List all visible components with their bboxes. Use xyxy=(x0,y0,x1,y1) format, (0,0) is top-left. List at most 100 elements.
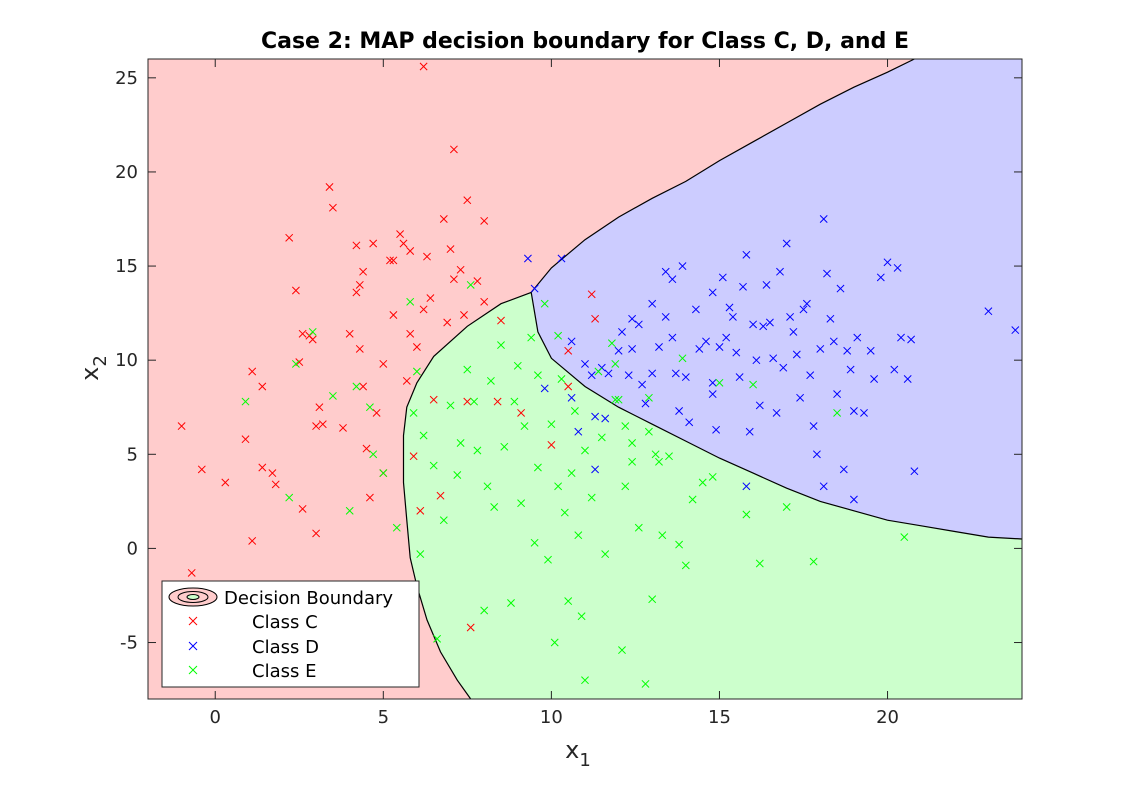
point-class-e xyxy=(463,365,472,374)
x-tick-label: 0 xyxy=(210,707,221,728)
point-class-e xyxy=(544,555,552,564)
point-class-e xyxy=(628,439,637,447)
point-class-e xyxy=(581,446,589,455)
point-class-e xyxy=(641,679,650,688)
point-class-d xyxy=(812,450,821,459)
legend-item-class-d: Class D xyxy=(188,637,319,658)
point-class-d xyxy=(567,337,576,346)
legend-label-class-e: Class E xyxy=(252,661,316,682)
point-class-e xyxy=(614,395,623,404)
boundary-swatch-inner xyxy=(186,594,200,600)
point-class-d xyxy=(860,408,868,417)
point-class-d xyxy=(870,375,879,383)
point-class-d xyxy=(765,318,774,327)
point-class-e xyxy=(470,397,479,406)
x-tick-label: 20 xyxy=(876,707,899,728)
point-class-c xyxy=(460,311,468,319)
point-class-c xyxy=(325,183,334,191)
point-class-d xyxy=(839,465,848,474)
point-class-d xyxy=(614,346,623,355)
point-class-c xyxy=(298,504,307,513)
point-class-c xyxy=(446,245,455,254)
point-class-c xyxy=(362,444,371,453)
point-class-d xyxy=(655,343,663,351)
point-class-e xyxy=(557,375,566,383)
point-class-e xyxy=(658,531,667,540)
point-class-e xyxy=(601,550,610,559)
point-class-d xyxy=(789,327,798,336)
point-class-c xyxy=(564,346,573,355)
point-class-e xyxy=(665,452,673,461)
point-class-d xyxy=(638,380,647,389)
point-class-e xyxy=(749,380,758,389)
point-class-d xyxy=(691,305,700,314)
legend-item-decision-boundary: Decision Boundary xyxy=(168,587,393,609)
point-class-e xyxy=(833,408,842,417)
point-class-e xyxy=(345,506,354,515)
point-class-c xyxy=(328,203,337,212)
point-class-e xyxy=(611,395,620,404)
point-class-e xyxy=(742,510,751,519)
x-tick-label: 10 xyxy=(540,707,563,728)
point-class-d xyxy=(618,327,626,336)
y-tick-label: 15 xyxy=(115,256,138,277)
point-class-d xyxy=(624,371,633,380)
point-class-d xyxy=(806,371,815,380)
point-class-c xyxy=(473,277,482,286)
y-tick-label: 10 xyxy=(115,350,138,371)
point-class-d xyxy=(893,263,902,272)
point-class-c xyxy=(423,252,431,261)
point-class-d xyxy=(849,495,858,504)
point-class-d xyxy=(742,482,751,491)
point-class-d xyxy=(742,250,751,259)
point-class-e xyxy=(352,382,361,391)
point-class-d xyxy=(749,320,758,329)
point-class-d xyxy=(661,267,670,276)
point-class-d xyxy=(678,262,687,271)
point-class-e xyxy=(513,361,522,370)
point-class-e xyxy=(412,367,421,376)
x-axis: 0 5 10 15 20 xyxy=(210,59,899,728)
point-class-c xyxy=(372,408,381,417)
point-class-e xyxy=(439,516,448,525)
point-class-c xyxy=(359,382,368,391)
point-class-e xyxy=(755,559,764,568)
point-class-d xyxy=(557,254,566,263)
point-class-e xyxy=(567,469,576,478)
point-class-c xyxy=(466,623,475,632)
point-class-c xyxy=(547,440,556,449)
point-class-e xyxy=(628,457,637,466)
point-class-e xyxy=(453,471,462,479)
point-class-d xyxy=(876,273,885,282)
point-class-e xyxy=(648,595,657,604)
y-tick-label: 5 xyxy=(127,444,138,465)
point-class-d xyxy=(816,344,825,353)
point-class-e xyxy=(681,561,690,570)
point-class-d xyxy=(530,284,539,293)
region-class-d xyxy=(531,59,1022,539)
point-class-d xyxy=(715,343,724,351)
point-class-c xyxy=(449,275,458,284)
point-class-d xyxy=(897,333,905,342)
point-class-c xyxy=(463,397,472,406)
point-class-e xyxy=(328,391,337,400)
point-class-c xyxy=(271,480,280,489)
point-class-e xyxy=(480,606,489,615)
point-class-c xyxy=(439,215,448,223)
point-class-e xyxy=(698,478,707,487)
legend-marker-class-e xyxy=(188,665,198,675)
point-class-c xyxy=(389,256,398,265)
point-class-d xyxy=(739,282,747,291)
point-class-e xyxy=(547,420,556,429)
point-class-d xyxy=(826,314,835,323)
point-class-e xyxy=(581,676,589,685)
legend-label-class-c: Class C xyxy=(252,612,318,633)
point-class-e xyxy=(560,508,569,517)
point-class-c xyxy=(409,452,418,461)
point-class-c xyxy=(248,536,257,545)
x-axis-label: x1 xyxy=(565,736,591,771)
point-class-d xyxy=(708,288,717,297)
point-class-e xyxy=(655,457,663,466)
point-class-e xyxy=(416,550,425,559)
